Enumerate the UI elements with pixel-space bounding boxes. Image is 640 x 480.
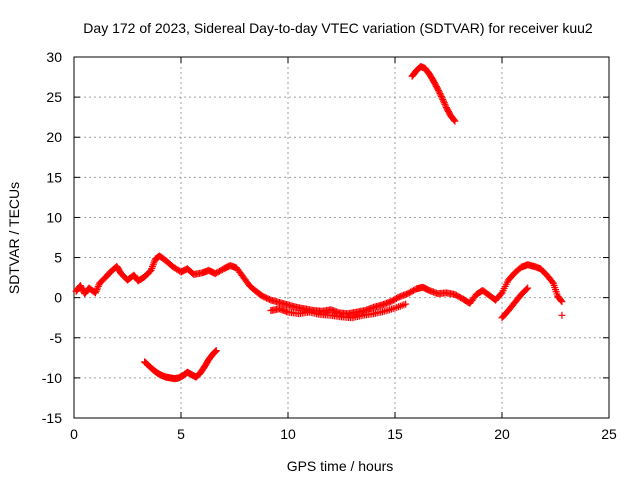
y-tick-label: 30 [46,49,62,65]
y-tick-label: -10 [42,370,62,386]
data-point [439,96,447,104]
y-tick-label: 20 [46,129,62,145]
x-tick-label: 10 [280,426,296,442]
y-tick-label: 10 [46,209,62,225]
x-axis-label: GPS time / hours [287,458,394,474]
x-tick-label: 5 [177,426,185,442]
data-point [451,117,459,125]
chart-title: Day 172 of 2023, Sidereal Day-to-day VTE… [83,20,593,36]
data-point [437,91,445,99]
data-point [437,92,445,100]
y-axis-label: SDTVAR / TECUs [6,182,22,294]
data-point [91,289,99,297]
x-tick-label: 0 [70,426,78,442]
data-point [94,282,102,290]
data-point [438,94,446,102]
data-point [558,298,566,306]
series-low-branch [141,347,220,383]
data-point [558,311,566,319]
data-point [92,287,100,295]
data-point [402,300,410,308]
y-tick-label: 0 [54,290,62,306]
data-point [212,347,220,355]
y-tick-label: -5 [50,330,63,346]
plot-frame [73,56,610,419]
data-point [450,116,458,124]
data-point [442,102,450,110]
data-marks [72,63,566,383]
data-point [436,90,444,98]
data-point [434,85,442,93]
series-main [72,252,566,318]
x-tick-label: 20 [494,426,510,442]
data-point [441,100,449,108]
x-tick-label: 15 [387,426,403,442]
x-tick-label: 25 [601,426,617,442]
y-tick-label: 25 [46,89,62,105]
data-point [440,99,448,107]
data-point [557,297,565,305]
y-tick-label: -15 [42,410,62,426]
data-point [435,88,443,96]
data-point [524,284,532,292]
data-point [440,97,448,105]
data-point [435,87,443,95]
y-tick-label: 15 [46,169,62,185]
y-tick-label: 5 [54,250,62,266]
axis-ticks: 0 5 10 15 20 25 -15 -10 -5 0 5 10 15 20 25 30 [42,49,617,442]
data-point [93,286,101,294]
data-point [94,284,102,292]
grid [74,57,609,418]
data-point [523,285,531,293]
series-lower-late [267,284,566,322]
series-high-branch [408,63,459,125]
